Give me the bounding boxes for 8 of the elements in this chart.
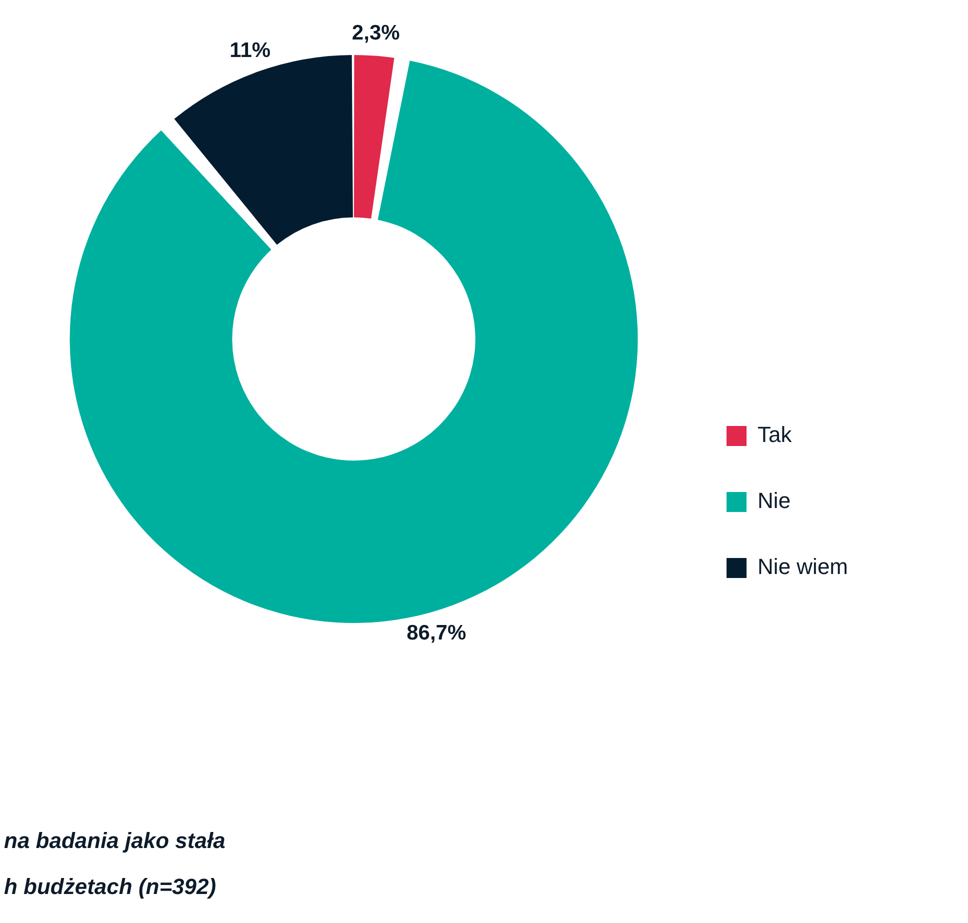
legend-label: Tak [758, 422, 793, 448]
data-label: 2,3% [352, 22, 400, 45]
text: na badania jako stała [4, 827, 226, 855]
data-label: 86,7% [406, 621, 466, 644]
data-label: 11% [230, 38, 271, 62]
text: h budżetach (n=392) [4, 873, 218, 901]
legend-label: Nie [758, 488, 791, 514]
legend-label: Nie wiem [758, 554, 848, 580]
